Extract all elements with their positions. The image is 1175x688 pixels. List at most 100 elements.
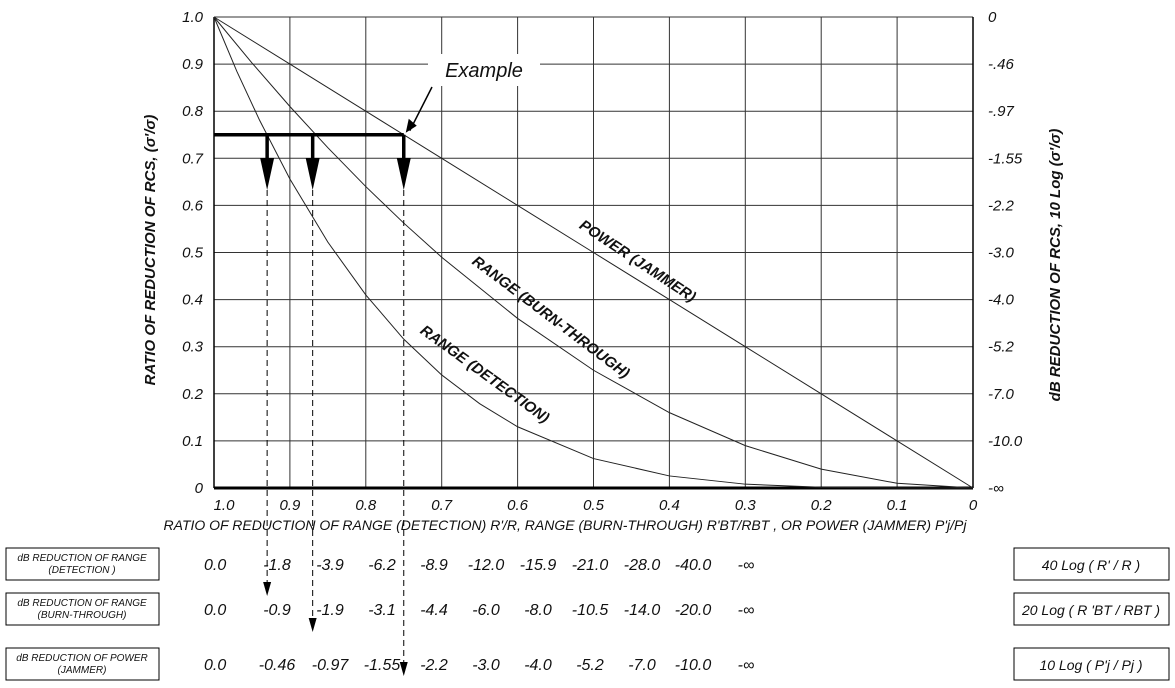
- example-label-bg: [428, 54, 540, 86]
- y-tick-label: 0.1: [182, 433, 203, 450]
- y-tick-label: 0.5: [182, 245, 204, 262]
- db-row-value: -1.9: [316, 602, 344, 619]
- x-tick-label: 0.3: [735, 497, 757, 514]
- axis-labels: POWER (JAMMER)RANGE (BURN-THROUGH)RANGE …: [142, 9, 1064, 533]
- x-tick-label: 0.1: [887, 497, 908, 514]
- y-tick-label: 0: [195, 480, 204, 497]
- x-tick-label: 0.8: [355, 497, 377, 514]
- example-pointer-head: [405, 118, 417, 133]
- y2-tick-label: -4.0: [988, 292, 1015, 309]
- curve-label-1: RANGE (BURN-THROUGH): [469, 253, 633, 382]
- db-row-value: -8.9: [420, 557, 448, 574]
- db-row-value: -∞: [738, 657, 755, 674]
- db-row-value: -14.0: [624, 602, 661, 619]
- db-row-value: -10.0: [675, 657, 712, 674]
- db-row-label-box: [5, 547, 160, 581]
- db-row-value: -1.8: [263, 557, 291, 574]
- x-tick-label: 0.5: [583, 497, 605, 514]
- series-line-0: [213, 16, 974, 489]
- example-drop-arrow: [399, 662, 408, 676]
- db-row-value: 0.0: [204, 657, 226, 674]
- db-row-value: -20.0: [675, 602, 712, 619]
- db-row-value: -3.9: [316, 557, 344, 574]
- db-row-value: -4.4: [420, 602, 448, 619]
- y2-tick-label: -5.2: [988, 339, 1015, 356]
- y-axis-title: RATIO OF REDUCTION OF RCS, (σ'/σ): [142, 115, 159, 386]
- x-tick-label: 0.2: [811, 497, 833, 514]
- db-row-label-line2: (DETECTION ): [48, 565, 115, 576]
- x-tick-label: 0: [969, 497, 978, 514]
- db-row-value: -0.46: [259, 657, 296, 674]
- curve-label-2: RANGE (DETECTION): [417, 322, 552, 427]
- y2-tick-label: -1.55: [988, 150, 1023, 167]
- db-row-formula: 10 Log ( P'j / Pj ): [1039, 657, 1142, 673]
- db-row-value: -0.9: [263, 602, 291, 619]
- example-arrow-head: [305, 158, 320, 190]
- y-tick-label: 0.6: [182, 197, 204, 214]
- x-tick-label: 1.0: [214, 497, 236, 514]
- db-row-label-box: [5, 592, 160, 626]
- y-tick-label: 0.2: [182, 386, 204, 403]
- example-arrow-head: [396, 158, 411, 190]
- curve-label-0: POWER (JAMMER): [576, 217, 699, 306]
- grid: [213, 16, 974, 490]
- y-tick-label: 1.0: [182, 9, 204, 26]
- db-row-value: -5.2: [576, 657, 604, 674]
- example-drop-arrow: [263, 582, 272, 596]
- y2-tick-label: -∞: [988, 480, 1004, 497]
- y2-tick-label: 0: [988, 9, 997, 26]
- series-line-2: [213, 16, 974, 489]
- db-row-value: 0.0: [204, 557, 226, 574]
- y2-tick-label: -3.0: [988, 245, 1015, 262]
- y2-tick-label: -7.0: [988, 386, 1015, 403]
- db-row-value: -15.9: [520, 557, 557, 574]
- db-row-value: -10.5: [572, 602, 609, 619]
- curves: [213, 16, 974, 489]
- y2-tick-label: -.46: [988, 56, 1015, 73]
- example-arrow-head: [260, 158, 275, 190]
- y-tick-label: 0.7: [182, 150, 204, 167]
- db-row-formula: 40 Log ( R' / R ): [1042, 557, 1140, 573]
- x-axis-title: RATIO OF REDUCTION OF RANGE (DETECTION) …: [164, 517, 968, 533]
- y2-axis-title: dB REDUCTION OF RCS, 10 Log (σ'/σ): [1047, 129, 1064, 402]
- y-tick-label: 0.8: [182, 103, 204, 120]
- db-row-value: -21.0: [572, 557, 609, 574]
- db-row-value: -4.0: [524, 657, 552, 674]
- db-row-value: -∞: [738, 557, 755, 574]
- db-row-value: -3.1: [368, 602, 396, 619]
- example-annotation: Example: [214, 54, 540, 676]
- x-tick-label: 0.4: [659, 497, 680, 514]
- db-row-value: -6.2: [368, 557, 396, 574]
- db-row-value: -∞: [738, 602, 755, 619]
- x-tick-label: 0.7: [431, 497, 453, 514]
- y2-tick-label: -.97: [988, 103, 1015, 120]
- db-row-value: -8.0: [524, 602, 552, 619]
- db-row-value: -28.0: [624, 557, 661, 574]
- db-row-value: -6.0: [472, 602, 500, 619]
- db-row-value: -12.0: [468, 557, 505, 574]
- db-row-label-line1: dB REDUCTION OF POWER: [16, 653, 148, 664]
- db-row-label-line2: (BURN-THROUGH): [38, 610, 127, 621]
- db-row-value: -40.0: [675, 557, 712, 574]
- db-row-formula-box: [1013, 592, 1170, 626]
- y2-tick-label: -10.0: [988, 433, 1023, 450]
- db-row-value: -0.97: [312, 657, 350, 674]
- db-row-value: -2.2: [420, 657, 448, 674]
- db-row-formula: 20 Log ( R 'BT / RBT ): [1021, 602, 1160, 618]
- y-tick-label: 0.3: [182, 339, 204, 356]
- db-row-formula-box: [1013, 647, 1170, 681]
- db-row-value: -3.0: [472, 657, 500, 674]
- db-row-label-line1: dB REDUCTION OF RANGE: [17, 598, 147, 609]
- y-tick-label: 0.4: [182, 292, 203, 309]
- example-drop-arrow: [308, 618, 317, 632]
- db-row-formula-box: [1013, 547, 1170, 581]
- x-tick-label: 0.6: [507, 497, 529, 514]
- db-row-value: 0.0: [204, 602, 226, 619]
- db-row-label-box: [5, 647, 160, 681]
- series-line-1: [213, 16, 974, 489]
- db-row-label-line1: dB REDUCTION OF RANGE: [17, 553, 147, 564]
- db-row-value: -1.55: [364, 657, 401, 674]
- db-reduction-table: dB REDUCTION OF RANGE(DETECTION ) 0.0 -1.8…: [5, 547, 1170, 681]
- y-tick-label: 0.9: [182, 56, 204, 73]
